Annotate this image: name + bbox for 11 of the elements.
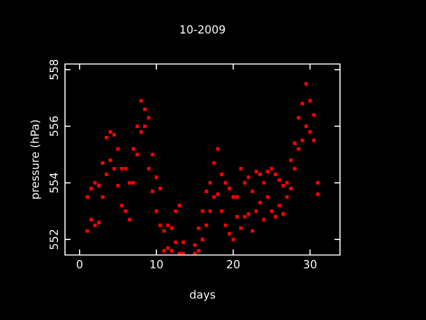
y-tick-label: 558: [50, 60, 58, 80]
x-tick-label: 0: [76, 260, 82, 268]
x-axis-title: days: [190, 290, 216, 301]
y-tick-label: 552: [50, 230, 58, 250]
chart-title: 10-2009: [180, 25, 225, 34]
x-tick-label: 10: [150, 260, 163, 268]
x-tick-label: 20: [226, 260, 240, 268]
y-tick-label: 554: [50, 172, 58, 193]
y-tick-label: 556: [50, 116, 58, 136]
x-tick-label: 30: [304, 260, 316, 268]
y-axis-title: pressure (hPa): [30, 120, 42, 199]
